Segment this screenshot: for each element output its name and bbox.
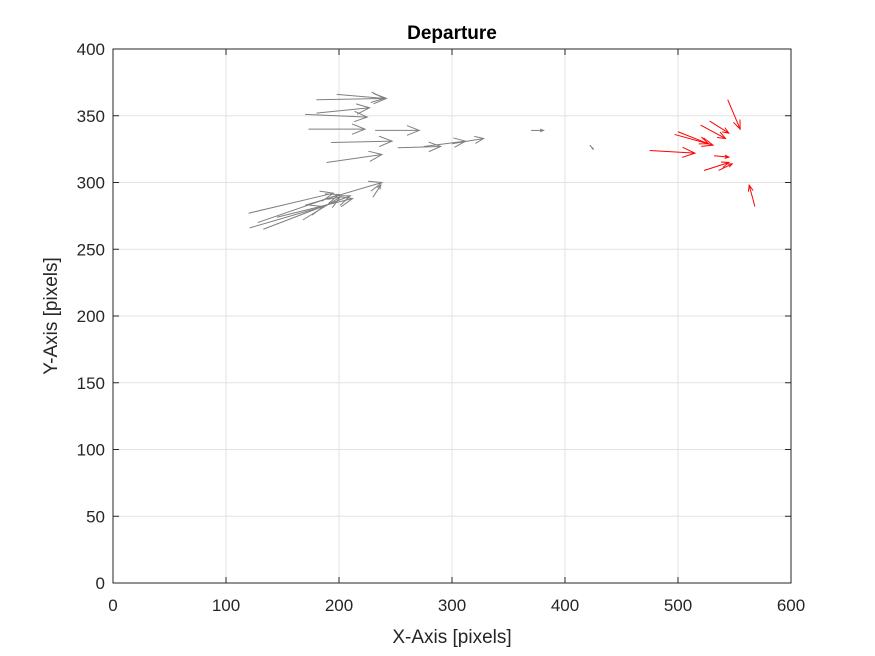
x-tick-label: 600	[777, 596, 805, 615]
vector-arrow-red	[649, 146, 697, 158]
vector-arrow-red	[747, 183, 756, 207]
vector-arrow-red	[727, 99, 741, 131]
vector-arrow-gray	[305, 110, 369, 123]
vector-arrow-red	[674, 133, 715, 147]
vector-arrow-red	[700, 124, 727, 140]
vector-arrow-gray	[249, 204, 325, 229]
vector-arrow-gray	[302, 196, 342, 221]
x-tick-label: 0	[108, 596, 117, 615]
y-tick-label: 400	[77, 40, 105, 59]
vector-arrow-gray	[331, 135, 394, 148]
y-tick-label: 100	[77, 441, 105, 460]
y-tick-label: 150	[77, 374, 105, 393]
vector-arrow-red	[714, 154, 731, 159]
chart-title: Departure	[407, 23, 497, 44]
vector-arrow-red	[703, 161, 731, 171]
vector-arrow-gray	[336, 91, 386, 103]
vector-arrow-gray	[397, 141, 443, 153]
vector-arrow-gray	[372, 184, 382, 198]
vector-arrow-gray	[263, 195, 352, 230]
x-tick-label: 400	[551, 596, 579, 615]
y-tick-label: 200	[77, 307, 105, 326]
vector-arrow-gray	[589, 144, 595, 151]
y-tick-label: 350	[77, 107, 105, 126]
vector-arrow-gray	[451, 135, 485, 145]
vector-arrow-gray	[316, 103, 371, 115]
vector-arrow-gray	[304, 180, 384, 206]
vector-arrow-gray	[248, 190, 335, 214]
y-axis-label: Y-Axis [pixels]	[41, 257, 62, 375]
vector-arrow-gray	[375, 125, 421, 136]
x-axis-label: X-Axis [pixels]	[392, 627, 511, 648]
vector-field	[248, 91, 756, 230]
y-tick-label: 0	[96, 574, 105, 593]
vector-arrow-gray	[308, 123, 367, 135]
x-tick-label: 500	[664, 596, 692, 615]
x-tick-label: 100	[212, 596, 240, 615]
x-tick-label: 200	[325, 596, 353, 615]
grid-lines	[113, 49, 791, 583]
axis-ticks: 0 100 200 300 400 500 600 0 50 100 150 200 250 300 350…	[77, 40, 806, 615]
x-tick-label: 300	[438, 596, 466, 615]
vector-arrow-red	[718, 163, 734, 171]
vector-arrow-red	[709, 120, 730, 134]
vector-arrow-gray	[276, 196, 354, 218]
y-tick-label: 300	[77, 174, 105, 193]
vector-arrow-gray	[326, 150, 384, 163]
vector-arrow-gray	[531, 128, 545, 133]
y-tick-label: 250	[77, 240, 105, 259]
y-tick-label: 50	[86, 507, 105, 526]
